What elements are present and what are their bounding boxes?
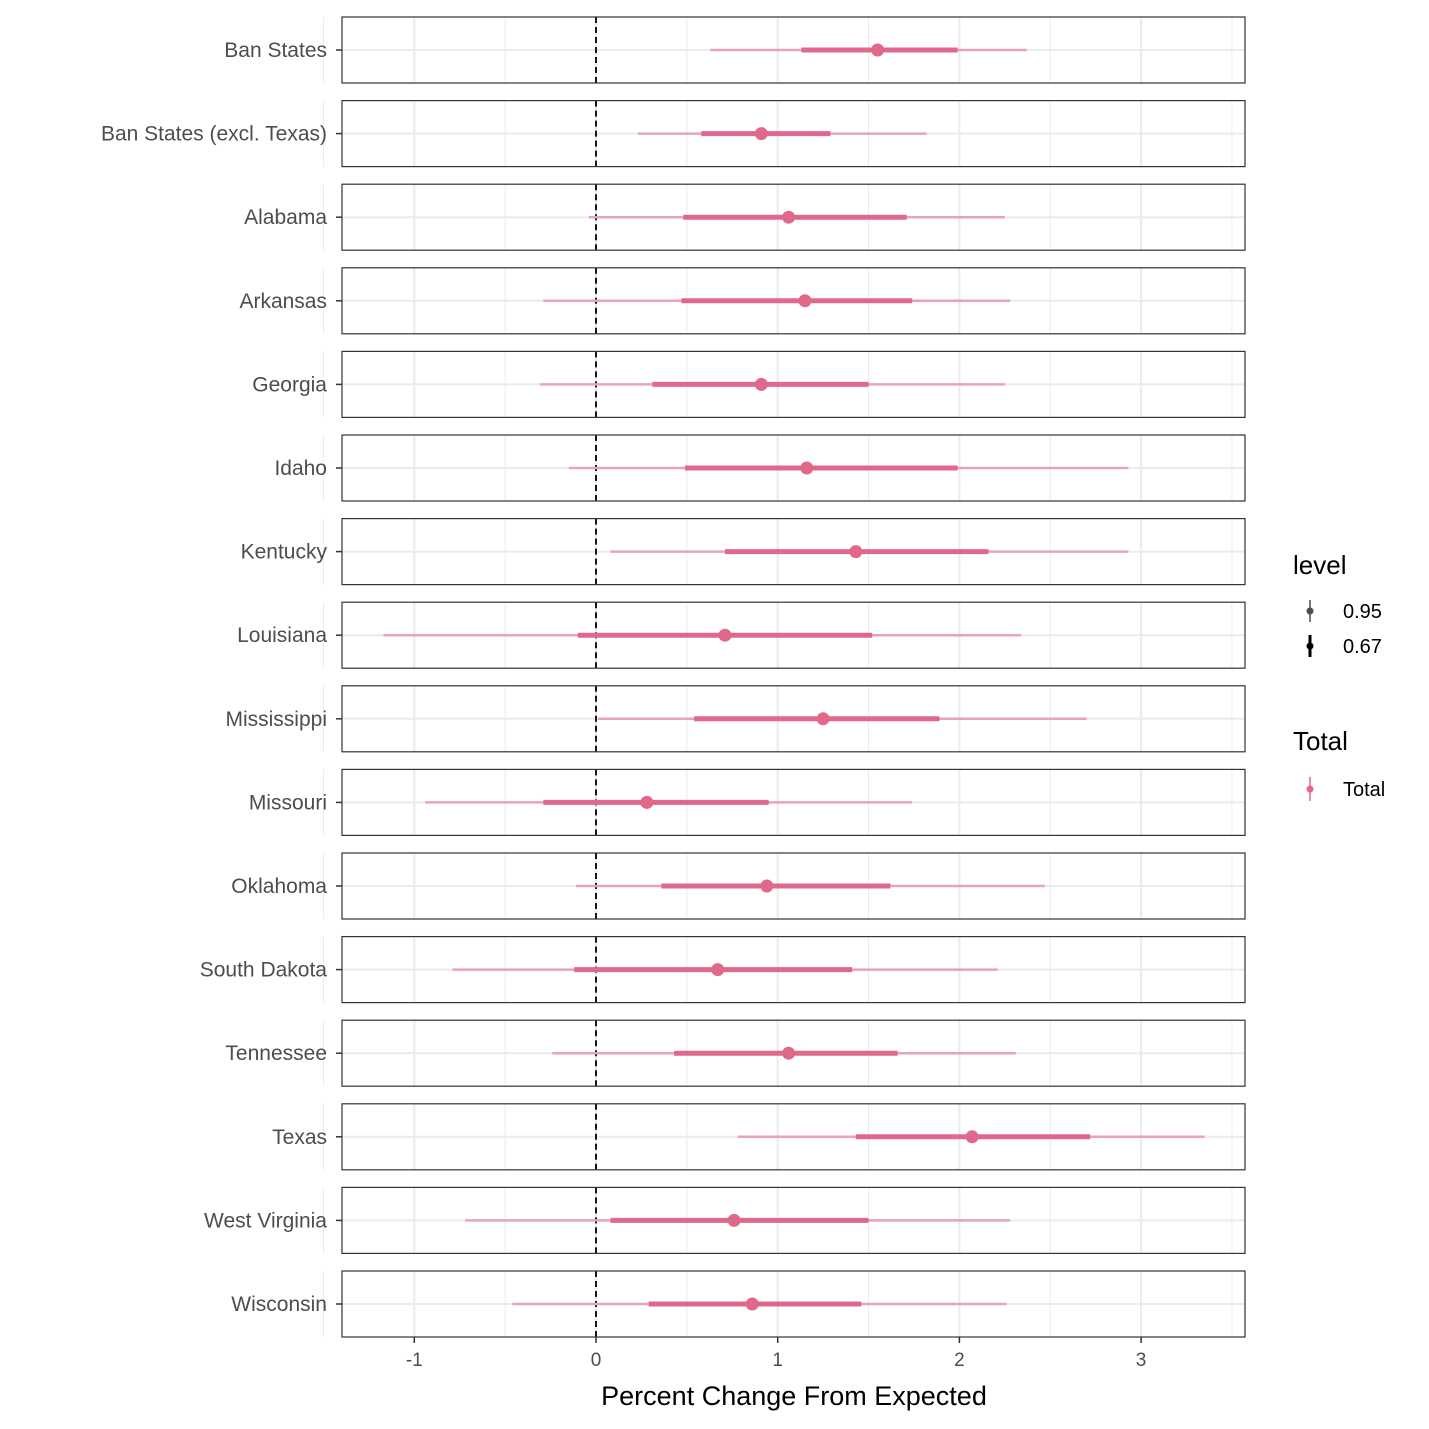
legend-level-067: 0.67 bbox=[1306, 635, 1382, 658]
x-axis: -1 0 1 2 3 bbox=[406, 1337, 1147, 1371]
panel-row: Missouri bbox=[249, 768, 1246, 837]
y-tick-label: Tennessee bbox=[225, 1042, 327, 1065]
x-tick-label: -1 bbox=[406, 1350, 423, 1371]
point-estimate bbox=[718, 628, 732, 642]
point-estimate bbox=[816, 712, 830, 726]
y-tick-label: Idaho bbox=[274, 457, 327, 480]
x-tick-label: 2 bbox=[954, 1350, 965, 1371]
y-tick-label: Ban States (excl. Texas) bbox=[101, 123, 327, 146]
legend-label-095: 0.95 bbox=[1343, 601, 1382, 623]
panel-row: Wisconsin bbox=[231, 1270, 1246, 1338]
panel-row: Texas bbox=[272, 1103, 1246, 1171]
point-estimate bbox=[754, 377, 768, 391]
y-tick-label: Missouri bbox=[249, 791, 327, 814]
y-tick-label: West Virginia bbox=[204, 1209, 327, 1232]
panel-row: Idaho bbox=[274, 434, 1246, 502]
point-estimate bbox=[965, 1130, 979, 1144]
legend-key-095-point bbox=[1306, 607, 1314, 615]
x-tick-label: 0 bbox=[591, 1350, 602, 1371]
panel-row: South Dakota bbox=[200, 935, 1246, 1004]
point-estimate bbox=[800, 461, 814, 475]
point-estimate bbox=[640, 795, 654, 809]
point-estimate bbox=[754, 127, 768, 141]
legend-label-total: Total bbox=[1343, 779, 1385, 801]
point-estimate bbox=[782, 210, 796, 224]
point-estimate bbox=[798, 294, 812, 308]
legend-key-067-point bbox=[1306, 642, 1314, 650]
panels: Ban States Ban States (excl. Texas) Alabam… bbox=[101, 16, 1246, 1338]
x-axis-title: Percent Change From Expected bbox=[601, 1381, 987, 1411]
panel-row: Georgia bbox=[252, 350, 1246, 418]
panel-row: Mississippi bbox=[225, 685, 1246, 753]
y-tick-label: Kentucky bbox=[241, 541, 328, 564]
panel-row: Arkansas bbox=[239, 267, 1246, 335]
y-tick-label: Mississippi bbox=[225, 708, 327, 731]
point-estimate bbox=[871, 43, 885, 57]
x-tick-label: 3 bbox=[1136, 1350, 1147, 1371]
panel-row: Ban States (excl. Texas) bbox=[101, 99, 1246, 168]
point-estimate bbox=[727, 1213, 741, 1227]
point-estimate bbox=[849, 545, 863, 559]
y-tick-label: Alabama bbox=[244, 206, 327, 229]
panel-row: Louisiana bbox=[237, 601, 1246, 669]
legend-key-total-point bbox=[1306, 785, 1314, 793]
legend-total-title: Total bbox=[1293, 726, 1348, 756]
panel-row: Oklahoma bbox=[231, 852, 1246, 920]
legend-label-067: 0.67 bbox=[1343, 636, 1382, 658]
x-tick-label: 1 bbox=[772, 1350, 783, 1371]
y-tick-label: Georgia bbox=[252, 373, 327, 396]
point-estimate bbox=[782, 1046, 796, 1060]
legend-level-title: level bbox=[1293, 550, 1346, 580]
panel-row: Ban States bbox=[224, 16, 1246, 84]
panel-row: Kentucky bbox=[241, 517, 1246, 586]
panel-row: West Virginia bbox=[204, 1186, 1246, 1255]
point-estimate bbox=[711, 963, 725, 977]
point-estimate bbox=[745, 1297, 759, 1311]
y-tick-label: Wisconsin bbox=[231, 1293, 327, 1316]
legend-level-095: 0.95 bbox=[1306, 600, 1382, 623]
legend: level 0.95 0.67 Total Total bbox=[1293, 550, 1385, 801]
y-tick-label: South Dakota bbox=[200, 959, 328, 982]
y-tick-label: Arkansas bbox=[239, 290, 327, 313]
panel-row: Alabama bbox=[244, 183, 1246, 251]
panel-row: Tennessee bbox=[225, 1019, 1246, 1087]
y-tick-label: Louisiana bbox=[237, 624, 327, 647]
y-tick-label: Ban States bbox=[224, 39, 327, 62]
y-tick-label: Oklahoma bbox=[231, 875, 327, 898]
y-tick-label: Texas bbox=[272, 1126, 327, 1149]
legend-total-item: Total bbox=[1306, 777, 1385, 801]
point-estimate bbox=[760, 879, 774, 893]
